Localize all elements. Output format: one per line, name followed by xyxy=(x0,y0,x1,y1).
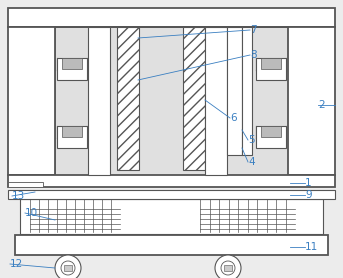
Circle shape xyxy=(215,255,241,278)
Bar xyxy=(117,27,139,170)
Bar xyxy=(55,27,288,175)
Bar xyxy=(62,126,82,137)
Bar xyxy=(288,27,335,175)
Text: 9: 9 xyxy=(305,190,312,200)
Text: 2: 2 xyxy=(318,100,324,110)
Text: 8: 8 xyxy=(250,50,257,60)
Bar xyxy=(57,126,87,148)
Circle shape xyxy=(55,255,81,278)
Bar xyxy=(8,8,335,27)
Bar xyxy=(261,126,281,137)
Bar xyxy=(205,27,227,175)
Bar xyxy=(256,58,286,80)
Bar xyxy=(88,27,110,175)
Bar xyxy=(227,27,242,155)
Bar xyxy=(224,265,232,271)
Text: 13: 13 xyxy=(12,191,25,201)
Bar xyxy=(261,58,281,69)
Text: 4: 4 xyxy=(248,157,255,167)
Bar xyxy=(8,190,335,199)
Bar xyxy=(64,265,72,271)
Text: 11: 11 xyxy=(305,242,318,252)
Circle shape xyxy=(61,261,75,275)
Text: 10: 10 xyxy=(25,208,38,218)
Bar xyxy=(20,199,323,234)
Bar xyxy=(256,126,286,148)
Text: 1: 1 xyxy=(305,178,312,188)
Bar xyxy=(62,58,82,69)
Bar xyxy=(15,235,328,255)
Bar xyxy=(8,27,55,175)
Bar xyxy=(242,27,252,155)
Bar xyxy=(183,27,205,170)
Bar xyxy=(57,58,87,80)
Text: 5: 5 xyxy=(248,135,255,145)
Bar xyxy=(8,175,335,187)
Text: 7: 7 xyxy=(250,25,257,35)
Text: 12: 12 xyxy=(10,259,23,269)
Circle shape xyxy=(221,261,235,275)
Bar xyxy=(8,182,43,187)
Text: 6: 6 xyxy=(230,113,237,123)
